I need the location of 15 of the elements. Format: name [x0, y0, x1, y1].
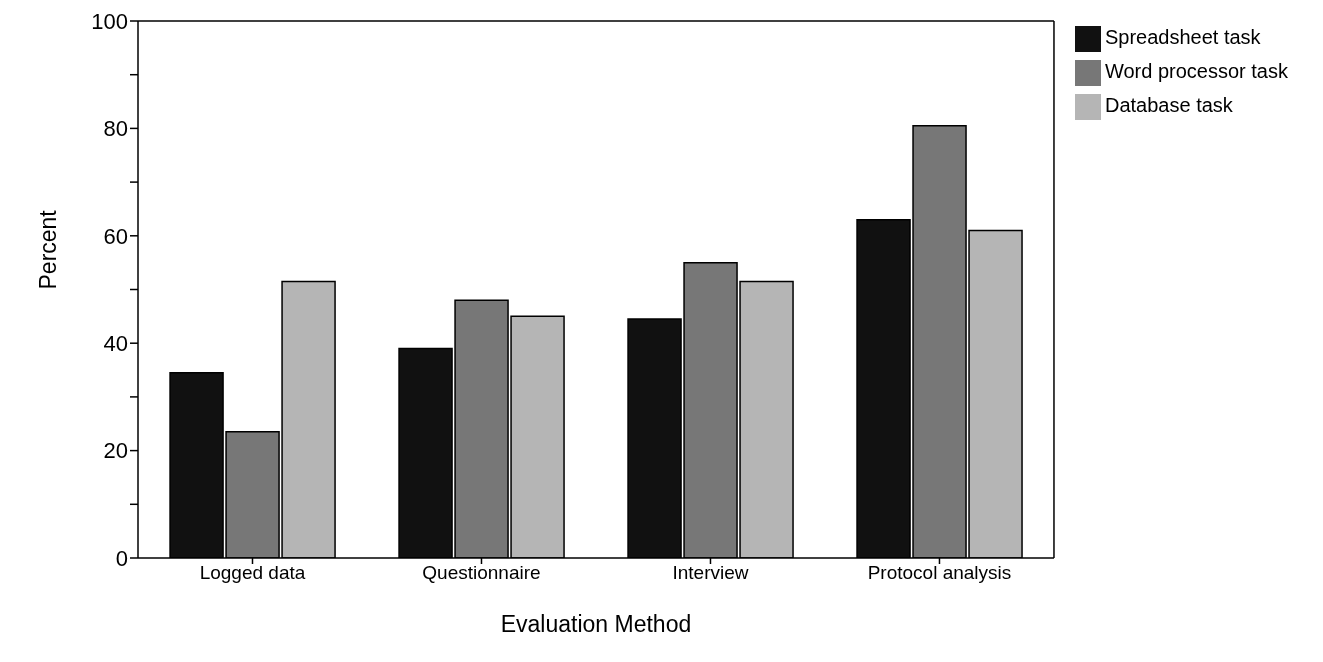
y-tick-label: 40: [103, 331, 128, 357]
legend-label: Word processor task: [1104, 60, 1288, 82]
y-tick-label: 60: [103, 223, 128, 249]
y-tick-label: 80: [103, 116, 128, 142]
x-tick-label: Interview: [672, 562, 749, 584]
y-tick-label: 100: [91, 8, 128, 34]
legend-label: Spreadsheet task: [1104, 26, 1261, 48]
y-tick-label: 20: [103, 438, 128, 464]
x-axis-title: Evaluation Method: [500, 611, 692, 637]
x-tick-label: Logged data: [199, 562, 306, 584]
legend-label: Database task: [1104, 94, 1233, 116]
x-tick-label: Questionnaire: [422, 562, 541, 584]
y-tick-label: 0: [115, 545, 128, 571]
x-tick-label: Protocol analysis: [867, 562, 1012, 584]
y-axis-title: Percent: [35, 209, 62, 290]
